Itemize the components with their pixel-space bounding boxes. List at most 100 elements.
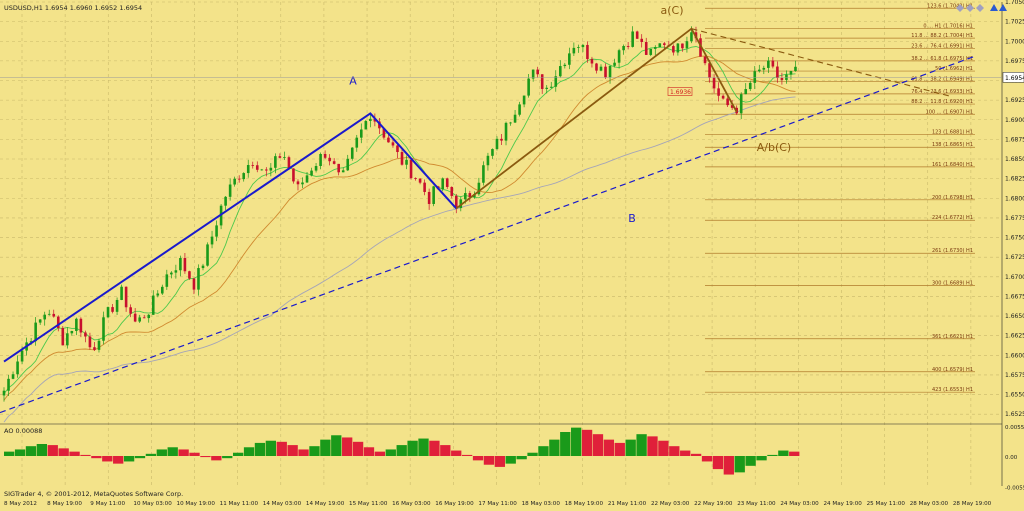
up-arrow-icon[interactable] — [990, 4, 998, 11]
fib-level-label: 61.8 ... 38.2 (1.6949) H1 — [911, 76, 973, 82]
candle-body — [712, 77, 716, 89]
candle-body — [147, 314, 151, 319]
ao-bar — [222, 456, 233, 459]
candle-body — [160, 286, 164, 294]
candle-body — [586, 44, 589, 60]
x-tick-label: 11 May 11:00 — [220, 501, 259, 507]
candle-body — [590, 59, 594, 64]
candle-body — [120, 286, 123, 300]
candle-body — [70, 330, 74, 334]
candle-body — [685, 41, 689, 49]
candle-body — [319, 154, 322, 167]
candle-body — [767, 60, 770, 68]
x-tick-label: 25 May 11:00 — [867, 501, 906, 507]
ao-bar — [14, 449, 26, 456]
y-tick-label: 1.7025 — [1005, 19, 1024, 26]
ao-bar — [25, 446, 37, 456]
ao-bar — [614, 442, 625, 456]
candle-body — [328, 157, 331, 162]
candle-body — [477, 182, 481, 195]
ao-bar — [58, 448, 69, 456]
candle-body — [47, 313, 51, 315]
candle-body — [287, 157, 291, 169]
fib-level-label: 423 (1.6553) H1 — [932, 387, 973, 393]
x-tick-label: 18 May 03:00 — [522, 501, 561, 507]
indicator-label: AO 0.00088 — [4, 427, 42, 435]
ao-bar — [298, 449, 309, 456]
candle-body — [464, 193, 467, 200]
ao-bar — [516, 456, 527, 460]
candle-body — [314, 166, 318, 171]
candle-body — [400, 152, 404, 165]
time-axis: 8 May 2012 8 May 19:00 9 May 11:00 10 May 0… — [4, 501, 992, 507]
x-tick-label: 24 May 19:00 — [823, 501, 862, 507]
candle-body — [265, 169, 268, 171]
candle-body — [635, 31, 639, 39]
candle-body — [233, 178, 236, 185]
candle-body — [11, 374, 15, 379]
candle-body — [192, 278, 196, 290]
diamond-icon[interactable] — [956, 4, 964, 12]
trend-resistance-line — [691, 28, 951, 97]
candle-body — [509, 122, 512, 124]
candle-body — [771, 60, 775, 67]
ao-bar — [145, 453, 157, 456]
x-tick-label: 22 May 19:00 — [694, 501, 733, 507]
ao-bar — [701, 456, 713, 462]
candle-body — [726, 98, 729, 106]
candle-body — [527, 78, 530, 96]
x-tick-label: 9 May 11:00 — [90, 501, 125, 507]
ao-y-tick-label: 0.00 — [1005, 455, 1018, 461]
candle-body — [142, 317, 146, 319]
ao-bar — [527, 452, 538, 456]
x-tick-label: 14 May 19:00 — [306, 501, 345, 507]
candle-body — [748, 82, 752, 90]
ao-bar — [734, 456, 745, 473]
candle-body — [283, 157, 286, 158]
ao-bar — [440, 445, 451, 456]
y-tick-label: 1.6850 — [1005, 156, 1024, 163]
y-tick-label: 1.6825 — [1005, 176, 1024, 183]
y-tick-label: 1.6625 — [1005, 333, 1024, 340]
ao-histogram: 0.00553 0.00 -0.00555 — [0, 423, 1024, 491]
x-tick-label: 16 May 19:00 — [435, 501, 474, 507]
up-arrow-icon[interactable] — [999, 4, 1007, 11]
candle-body — [373, 118, 377, 122]
diamond-icon[interactable] — [966, 4, 974, 12]
candle-body — [79, 318, 83, 333]
candle-body — [251, 165, 255, 166]
ao-bar — [647, 436, 658, 456]
candle-body — [595, 63, 598, 71]
candle-body — [599, 66, 603, 71]
candle-body — [106, 307, 110, 318]
candle-body — [43, 314, 47, 320]
wave-labels: A Ba(C) A/b(C) — [349, 4, 791, 225]
candle-body — [482, 165, 485, 183]
fib-level-label: 123.6 (1.7042) H1 — [927, 3, 973, 9]
fib-level-label: 123 (1.6881) H1 — [932, 130, 973, 136]
diamond-icon[interactable] — [976, 4, 984, 12]
candle-body — [246, 165, 250, 174]
candle-body — [396, 145, 399, 153]
candle-body — [296, 181, 300, 185]
candle-body — [323, 154, 327, 158]
candle-body — [522, 95, 526, 105]
ao-bar — [254, 442, 266, 456]
y-tick-label: 1.6550 — [1005, 392, 1024, 399]
candle-body — [495, 138, 499, 150]
wave-label: A — [349, 74, 357, 87]
candle-body — [776, 66, 779, 79]
fib-level-label: 261 (1.6730) H1 — [932, 248, 973, 254]
toolbar-icons[interactable] — [956, 4, 1007, 12]
candle-body — [744, 89, 748, 95]
candle-body — [540, 74, 544, 89]
ma-medium-line — [3, 55, 796, 401]
candle-body — [780, 78, 784, 80]
y-tick-label: 1.6925 — [1005, 97, 1024, 104]
ao-bar — [374, 451, 386, 456]
candle-body — [364, 121, 368, 130]
candle-body — [563, 64, 567, 67]
trend-support-line — [0, 55, 976, 414]
